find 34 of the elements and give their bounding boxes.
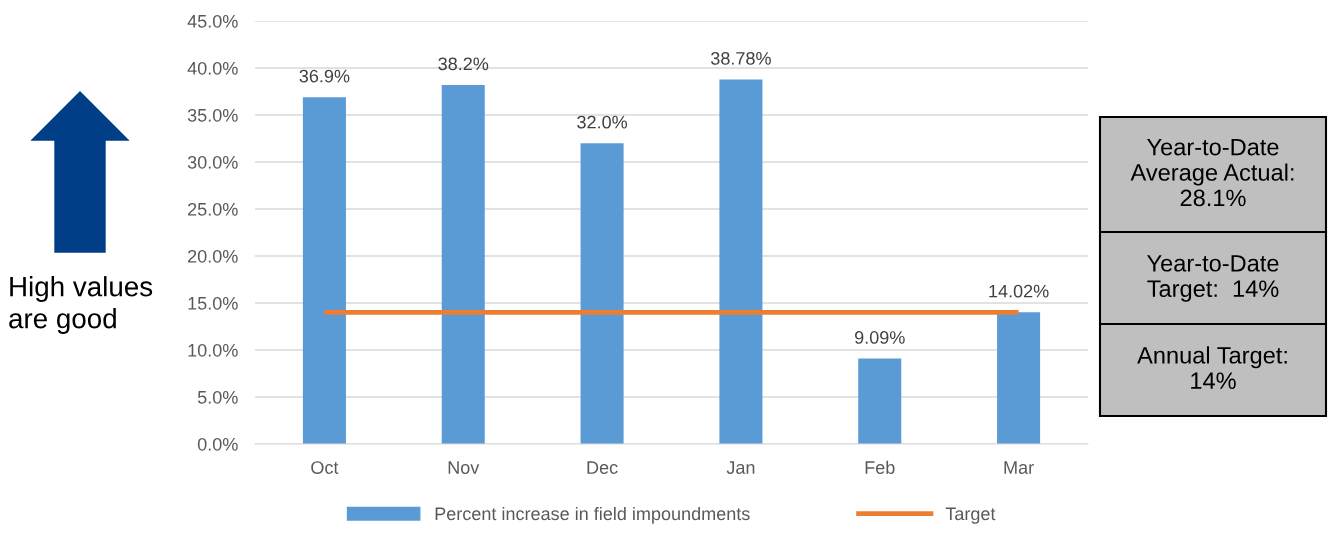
text: Annual Target: 14% xyxy=(1137,346,1287,389)
bar xyxy=(441,84,485,444)
y-tick-label: 0.0% xyxy=(197,437,238,451)
y-tick-label: 5.0% xyxy=(197,390,238,404)
y-tick-label: 35.0% xyxy=(187,108,238,122)
bar xyxy=(997,312,1041,444)
x-tick-label: Nov xyxy=(448,461,480,474)
bar xyxy=(302,97,346,444)
text: Year-to-Date Target: 14% xyxy=(1147,255,1279,302)
y-tick-label: 25.0% xyxy=(188,202,238,216)
data-label: 38.78% xyxy=(710,52,771,65)
x-tick-label: Dec xyxy=(587,461,618,474)
y-tick-label: 20.0% xyxy=(188,249,238,263)
data-label: 14.02% xyxy=(989,284,1049,298)
text: Year-to-Date Average Actual: 28.1% xyxy=(1130,138,1294,207)
y-tick-label: 30.0% xyxy=(187,155,238,169)
data-label: 38.2% xyxy=(438,57,489,71)
y-tick-label: 40.0% xyxy=(187,61,238,75)
data-label: 32.0% xyxy=(577,115,628,129)
y-tick-label: 15.0% xyxy=(188,296,238,310)
bar xyxy=(719,79,763,444)
bar xyxy=(858,358,902,444)
x-tick-label: Mar xyxy=(1004,461,1034,474)
y-tick-label: 45.0% xyxy=(187,14,238,28)
data-label: 36.9% xyxy=(299,69,350,83)
y-tick-label: 10.0% xyxy=(188,343,238,357)
legend-label: Percent increase in field impoundments xyxy=(435,506,750,524)
x-tick-label: Feb xyxy=(865,460,895,474)
x-tick-label: Jan xyxy=(726,461,755,474)
bar xyxy=(580,143,624,444)
text: High values are good xyxy=(9,276,153,334)
legend-label: Target xyxy=(945,507,996,524)
data-label: 9.09% xyxy=(855,331,905,344)
x-tick-label: Oct xyxy=(311,461,339,474)
